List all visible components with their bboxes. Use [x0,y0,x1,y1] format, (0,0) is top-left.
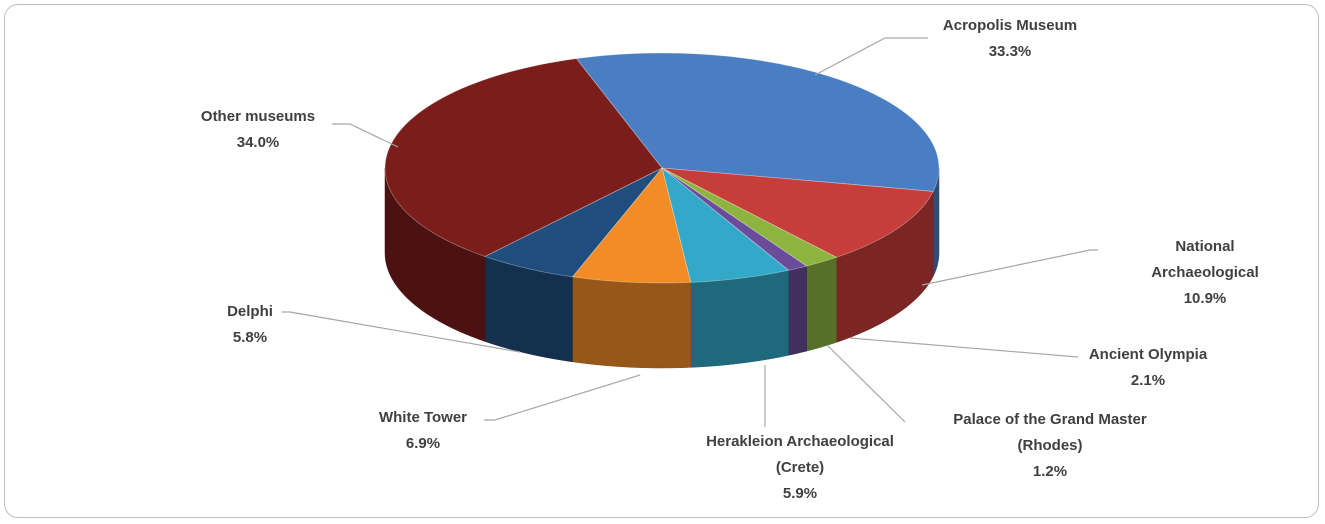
pie-slice [661,167,934,258]
data-label: Delphi 5.8% [227,299,273,351]
data-label: Ancient Olympia 2.1% [1089,342,1207,394]
value-label: 1.2% [1032,463,1068,480]
category-label: Palace of the Grand Master (Rhodes) [953,411,1147,454]
pie-side [572,276,691,369]
data-label: White Tower 6.9% [379,405,467,457]
leader-line [849,337,1079,358]
leader-line [826,344,906,423]
value-label: 2.1% [1130,372,1166,389]
value-label: 33.3% [988,43,1032,60]
value-label: 6.9% [405,435,441,452]
category-label: Acropolis Museum [942,17,1078,34]
data-label: National Archaeological 10.9% [1145,234,1265,312]
data-label: Palace of the Grand Master (Rhodes) 1.2% [953,407,1146,485]
pie-side [806,256,837,352]
leader-line [921,249,1098,286]
category-label: National Archaeological [1151,238,1259,281]
pie-slice [661,166,790,283]
value-label: 5.8% [232,329,268,346]
category-label: Herakleion Archaeological (Crete) [706,433,894,476]
pie-slice [575,52,940,192]
value-label: 34.0% [236,134,280,151]
category-label: Delphi [227,303,273,320]
data-label: Herakleion Archaeological (Crete) 5.9% [706,429,894,507]
pie-sides [384,167,940,369]
pie-slice [483,167,663,278]
value-label: 10.9% [1183,290,1227,307]
chart-frame [4,4,1319,518]
data-label: Other museums 34.0% [201,104,315,156]
category-label: Other museums [200,108,316,125]
pie-side [384,167,486,342]
leader-line [282,311,521,353]
leader-line [332,123,399,148]
leader-line [484,374,641,421]
pie-slice [661,167,838,267]
category-label: Ancient Olympia [1088,346,1208,363]
pie-side [788,265,807,356]
data-label: Acropolis Museum 33.3% [943,13,1077,65]
pie-tops [384,52,940,284]
leader-line [814,37,928,76]
value-label: 5.9% [782,485,818,502]
pie-slice [571,167,692,284]
pie-side [690,270,789,368]
pie-slice [384,58,663,257]
category-label: White Tower [378,409,468,426]
